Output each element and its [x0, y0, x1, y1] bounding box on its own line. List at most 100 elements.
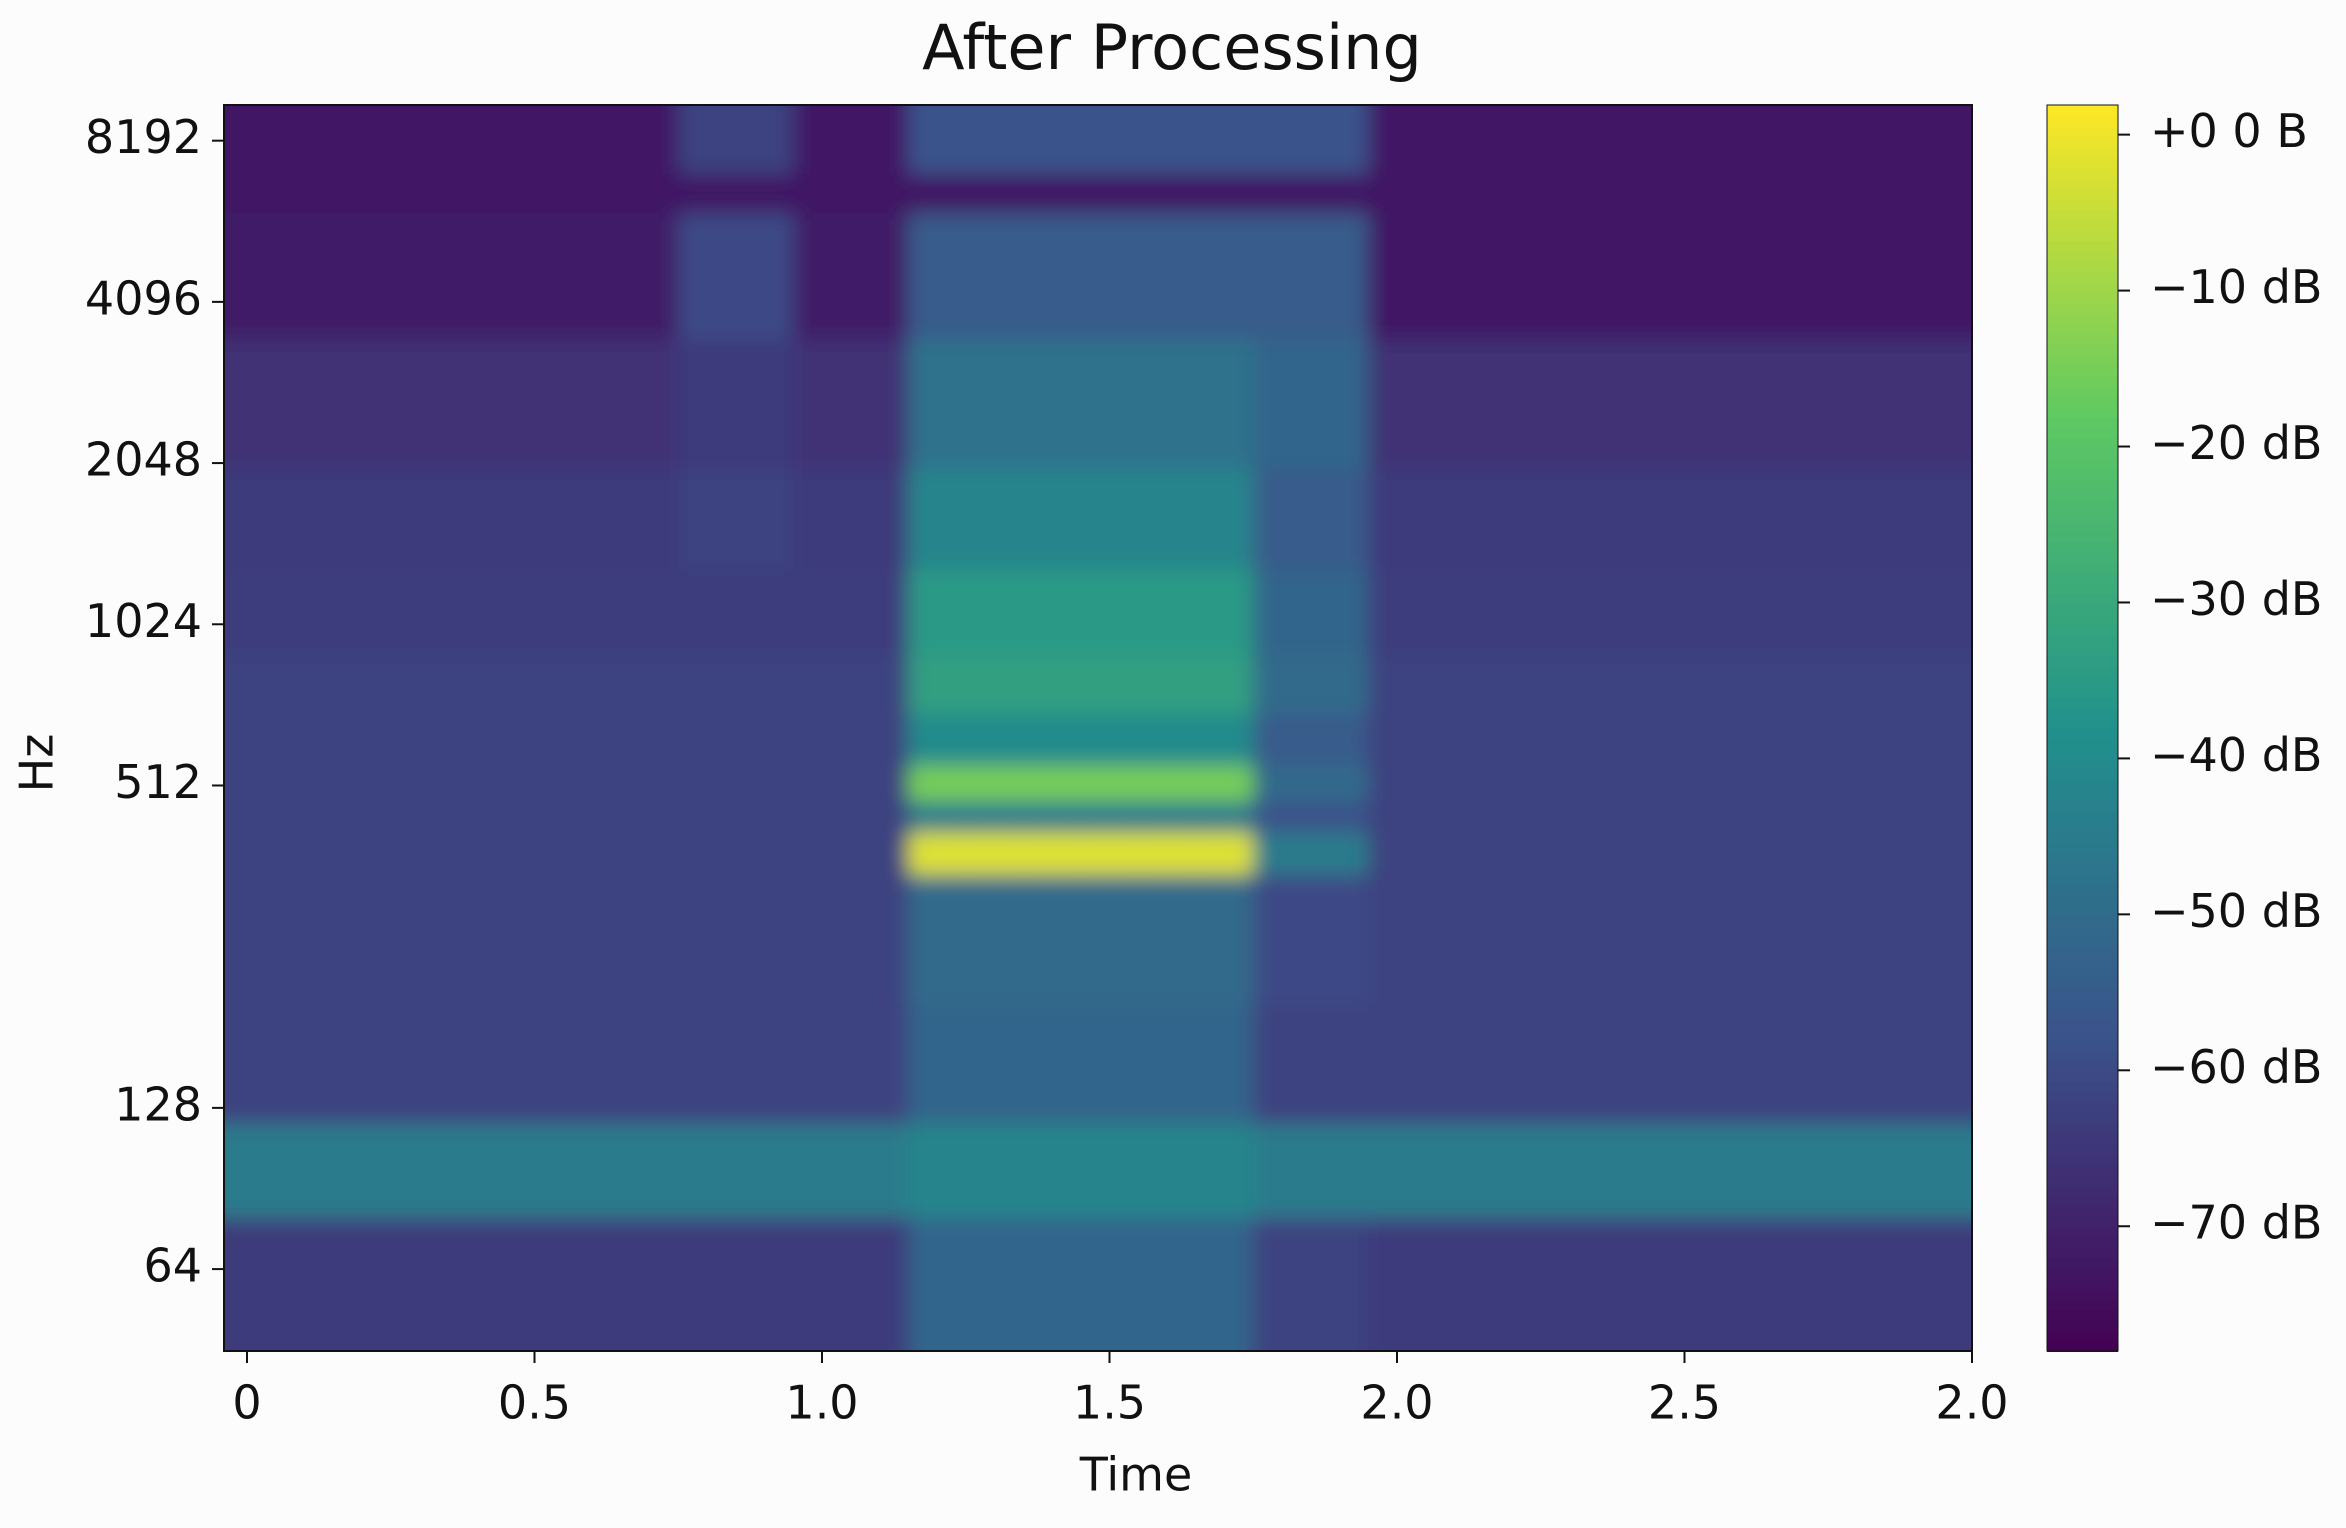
colorbar-segment [2047, 406, 2118, 418]
heatmap-cell [333, 468, 450, 570]
colorbar-segment [2047, 572, 2118, 584]
heatmap-cell [1742, 1004, 1972, 1124]
heatmap-cell [1195, 1004, 1255, 1124]
heatmap-cell [1742, 1217, 1972, 1351]
heatmap-cell [1368, 338, 1513, 470]
x-tick-label: 2.0 [1360, 1376, 1433, 1430]
colorbar-segment [2047, 146, 2118, 158]
heatmap-cell [1512, 468, 1743, 570]
heatmap-cell [224, 873, 335, 1006]
heatmap-cell [1742, 338, 1972, 470]
colorbar-segment [2047, 987, 2118, 999]
colorbar-segment [2047, 520, 2118, 532]
heatmap-cell [224, 1122, 335, 1219]
heatmap-cell [1195, 873, 1255, 1006]
heatmap-cell [908, 712, 967, 766]
heatmap-cell [1253, 831, 1370, 875]
heatmap-cell [563, 873, 680, 1006]
heatmap-cell [1080, 1217, 1140, 1351]
heatmap-cell [678, 1217, 795, 1351]
heatmap-cell [908, 568, 967, 656]
colorbar-segment [2047, 748, 2118, 761]
heatmap-cell [1023, 800, 1082, 833]
colorbar-segment [2047, 250, 2118, 262]
heatmap-cell [448, 468, 565, 570]
heatmap-cell [224, 468, 335, 570]
heatmap-cell [1742, 873, 1972, 1006]
x-tick-label: 0 [232, 1376, 261, 1430]
heatmap-cell [793, 568, 910, 656]
heatmap-cell [1080, 654, 1140, 714]
heatmap-cell [1195, 105, 1255, 175]
colorbar-segment [2047, 1132, 2118, 1145]
colorbar-segment [2047, 603, 2118, 615]
colorbar-segment [2047, 478, 2118, 491]
heatmap-cell [965, 800, 1025, 833]
heatmap-cell [1195, 712, 1255, 766]
colorbar-segment [2047, 447, 2118, 460]
heatmap-cell [1080, 831, 1140, 875]
heatmap-cell [333, 105, 450, 175]
heatmap-cell [678, 338, 795, 470]
heatmap-cell [1512, 654, 1743, 714]
colorbar-segment [2047, 125, 2118, 138]
colorbar-segment [2047, 1340, 2118, 1352]
colorbar-segment [2047, 1101, 2118, 1114]
colorbar-tick-label: +0 0 B [2150, 104, 2308, 158]
colorbar-segment [2047, 717, 2118, 729]
heatmap-cell [448, 1122, 565, 1219]
heatmap-cell [908, 873, 967, 1006]
heatmap-cell [333, 338, 450, 470]
heatmap-cell [1138, 1122, 1197, 1219]
heatmap-cell [1253, 654, 1370, 714]
heatmap-cell [563, 800, 680, 833]
heatmap-cell [333, 1217, 450, 1351]
heatmap-cell [1512, 1122, 1743, 1219]
heatmap-cell [1368, 873, 1513, 1006]
colorbar-segment [2047, 925, 2118, 937]
colorbar-segment [2047, 1143, 2118, 1155]
heatmap-cell [1138, 468, 1197, 570]
heatmap-cell [1512, 800, 1743, 833]
heatmap-cell [1023, 105, 1082, 175]
colorbar-segment [2047, 852, 2118, 864]
heatmap-cell [448, 712, 565, 766]
colorbar-segment [2047, 738, 2118, 750]
heatmap-cell [793, 712, 910, 766]
heatmap-cell [1253, 712, 1370, 766]
colorbar-tick-label: −50 dB [2150, 884, 2322, 938]
heatmap-cell [1253, 1217, 1370, 1351]
heatmap-cell [224, 800, 335, 833]
heatmap-cell [1023, 1217, 1082, 1351]
colorbar-segment [2047, 1018, 2118, 1031]
heatmap-cell [965, 338, 1025, 470]
heatmap-cell [793, 800, 910, 833]
colorbar-segment [2047, 707, 2118, 719]
heatmap-cell [448, 213, 565, 340]
heatmap-cell [563, 654, 680, 714]
colorbar-segment [2047, 676, 2118, 688]
colorbar-tick-label: −30 dB [2150, 572, 2322, 626]
colorbar-segment [2047, 354, 2118, 366]
heatmap-cell [224, 712, 335, 766]
heatmap-cell [1138, 712, 1197, 766]
heatmap-cell [965, 213, 1025, 340]
heatmap-cell [965, 468, 1025, 570]
heatmap-cell [1253, 1004, 1370, 1124]
heatmap-cell [1023, 468, 1082, 570]
colorbar-segment [2047, 509, 2118, 522]
heatmap-cell [1195, 338, 1255, 470]
colorbar-segment [2047, 904, 2118, 916]
heatmap-cell [793, 654, 910, 714]
heatmap-cell [1253, 338, 1370, 470]
colorbar-segment [2047, 686, 2118, 698]
heatmap-cell [1512, 1004, 1743, 1124]
colorbar-tick-label: −60 dB [2150, 1040, 2322, 1094]
heatmap-cell [1138, 213, 1197, 340]
heatmap-cell [333, 712, 450, 766]
colorbar-segment [2047, 1288, 2118, 1301]
heatmap-cell [1368, 105, 1513, 175]
heatmap-cell [1512, 873, 1743, 1006]
colorbar-segment [2047, 229, 2118, 241]
heatmap-cell [333, 800, 450, 833]
